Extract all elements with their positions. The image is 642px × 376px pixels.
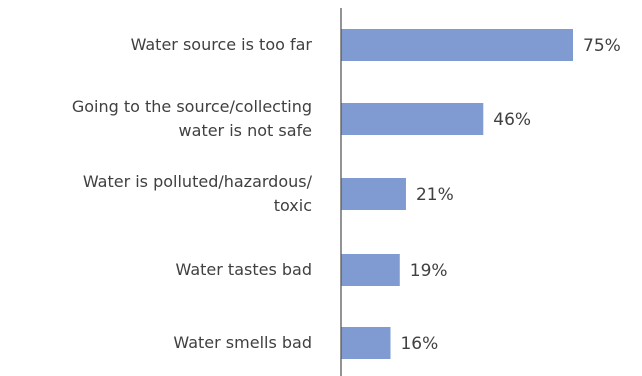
bar-1 [341,29,573,61]
data-label-2: 46% [493,110,531,130]
category-label-2-line-2: water is not safe [179,121,312,140]
data-label-3: 21% [416,185,454,205]
category-label-3-line-2: toxic [274,196,312,215]
bar-5 [341,327,391,359]
category-label-4: Water tastes bad [176,260,312,279]
bar-3 [341,178,406,210]
data-label-4: 19% [410,261,448,281]
bar-2 [341,103,484,135]
category-label-5: Water smells bad [173,333,312,352]
category-label-3-line-1: Water is polluted/hazardous/ [83,172,313,191]
category-label-2-line-1: Going to the source/collecting [72,97,312,116]
data-label-1: 75% [583,36,621,56]
data-label-5: 16% [400,334,438,354]
category-label-1: Water source is too far [131,35,313,54]
bar-4 [341,254,400,286]
